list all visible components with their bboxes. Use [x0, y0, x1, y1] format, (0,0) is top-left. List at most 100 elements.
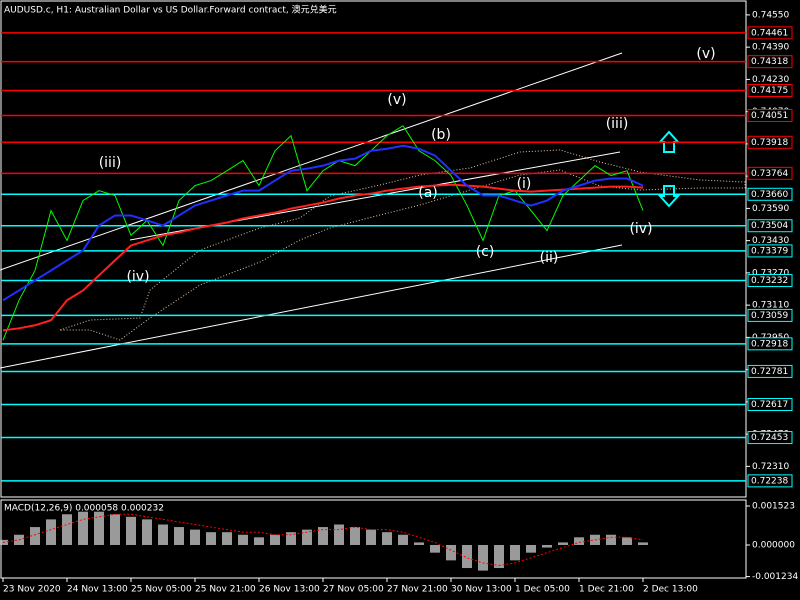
macd-bar	[30, 527, 40, 545]
level-label-box	[747, 474, 793, 488]
macd-bar	[638, 542, 648, 545]
macd-bar	[142, 519, 152, 545]
level-label-box	[747, 308, 793, 322]
macd-bar	[174, 527, 184, 545]
y-tick-label: 0.74230	[752, 75, 789, 85]
level-label: 0.72918	[751, 339, 788, 349]
level-label: 0.72617	[751, 400, 788, 410]
level-label-box	[747, 83, 793, 97]
level-label: 0.74318	[751, 57, 788, 67]
macd-bar	[430, 544, 440, 553]
wave-label: (a)	[418, 185, 438, 201]
wave-label: (v)	[696, 46, 715, 62]
macd-bar	[222, 532, 232, 545]
macd-bar	[238, 534, 248, 545]
macd-bar	[78, 511, 88, 545]
x-tick-label: 23 Nov 2020	[3, 585, 61, 595]
macd-bar	[414, 542, 424, 545]
y-tick-label: -0.001234	[752, 572, 798, 582]
macd-bar	[94, 511, 104, 545]
level-label: 0.72453	[751, 433, 788, 443]
level-label-box	[747, 219, 793, 233]
macd-bar	[558, 542, 568, 545]
chart-title: AUDUSD.c, H1: Australian Dollar vs US Do…	[4, 4, 337, 16]
macd-bar	[62, 514, 72, 545]
level-label-box	[747, 166, 793, 180]
macd-bar	[318, 527, 328, 545]
price-series	[2, 125, 644, 341]
price-series	[2, 144, 644, 302]
macd-bar	[526, 544, 536, 553]
x-tick-label: 1 Dec 05:00	[515, 585, 570, 595]
y-tick-label: 0.001523	[752, 501, 795, 511]
macd-bar	[382, 532, 392, 545]
macd-bar	[334, 524, 344, 545]
macd-bar	[110, 514, 120, 545]
level-label-box	[747, 26, 793, 40]
level-label-box	[747, 397, 793, 411]
level-label: 0.73764	[751, 169, 788, 179]
cloud-outline	[59, 149, 746, 341]
level-label-box	[747, 431, 793, 445]
wave-label: (i)	[517, 176, 532, 192]
wave-label: (ii)	[540, 250, 559, 266]
level-label-box	[747, 337, 793, 351]
macd-bar	[398, 534, 408, 545]
wave-label: (iii)	[606, 116, 629, 132]
y-tick-label: 0.000000	[752, 540, 795, 550]
macd-bar	[350, 527, 360, 545]
level-label: 0.74461	[751, 28, 788, 38]
channel-lower	[0, 244, 623, 369]
down-arrow	[657, 185, 681, 208]
x-tick-label: 27 Nov 21:00	[387, 585, 448, 595]
macd-bar	[542, 544, 552, 548]
macd-bar	[510, 544, 520, 561]
main-panel-frame	[0, 0, 747, 498]
x-tick-label: 26 Nov 13:00	[259, 585, 320, 595]
y-tick-label: 0.73270	[752, 268, 789, 278]
y-tick-label: 0.73110	[752, 301, 789, 311]
x-tick-label: 30 Nov 13:00	[451, 585, 512, 595]
x-tick-label: 27 Nov 05:00	[323, 585, 384, 595]
level-label-box	[747, 274, 793, 288]
x-tick-label: 25 Nov 21:00	[195, 585, 256, 595]
level-label-box	[747, 108, 793, 122]
wave-label: (iv)	[629, 221, 652, 237]
macd-bar	[286, 532, 296, 545]
ichimoku-cloud	[59, 149, 746, 341]
macd-bar	[126, 516, 136, 545]
y-tick-label: 0.73430	[752, 236, 789, 246]
wave-label: (c)	[476, 244, 495, 260]
level-label: 0.73379	[751, 246, 788, 256]
level-label: 0.73232	[751, 276, 788, 286]
level-label: 0.73660	[751, 190, 788, 200]
level-label-box	[747, 55, 793, 69]
macd-bar	[158, 524, 168, 545]
macd-bar	[462, 544, 472, 569]
macd-label: MACD(12,26,9) 0.000058 0.000232	[4, 504, 164, 514]
wave-label: (v)	[387, 92, 406, 108]
level-label: 0.73918	[751, 138, 788, 148]
macd-panel-frame	[0, 499, 747, 579]
macd-signal	[2, 513, 644, 566]
level-label-box	[747, 244, 793, 258]
level-label: 0.73059	[751, 311, 788, 321]
macd-bar	[446, 544, 456, 561]
macd-bar	[606, 534, 616, 545]
macd-bar	[254, 537, 264, 545]
level-label: 0.72238	[751, 476, 788, 486]
level-label: 0.74051	[751, 111, 788, 121]
wave-label: (iii)	[99, 155, 122, 171]
macd-bar	[574, 537, 584, 545]
macd-bar	[46, 519, 56, 545]
level-label-box	[747, 135, 793, 149]
macd-bar	[622, 537, 632, 545]
y-tick-label: 0.72310	[752, 462, 789, 472]
x-tick-label: 2 Dec 13:00	[643, 585, 698, 595]
y-tick-label: 0.74550	[752, 10, 789, 20]
level-label: 0.73504	[751, 221, 788, 231]
x-tick-label: 1 Dec 21:00	[579, 585, 634, 595]
macd-bar	[302, 529, 312, 545]
macd-bar	[270, 534, 280, 545]
